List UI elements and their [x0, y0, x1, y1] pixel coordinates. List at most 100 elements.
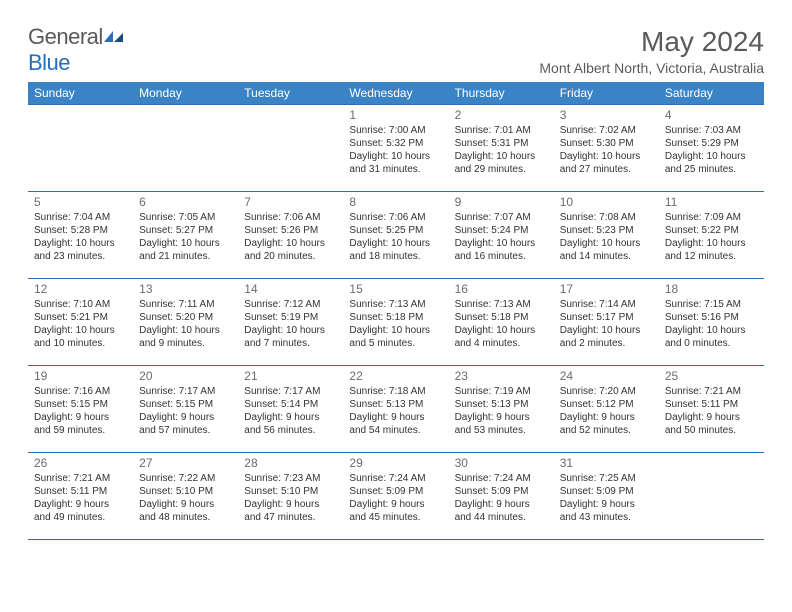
day-cell: 7 Sunrise: 7:06 AMSunset: 5:26 PMDaylight… — [238, 192, 343, 278]
day-number: 13 — [139, 282, 232, 296]
day-header-cell: Thursday — [449, 82, 554, 104]
day-details: Sunrise: 7:17 AMSunset: 5:15 PMDaylight:… — [139, 385, 232, 437]
weeks-container: 1Sunrise: 7:00 AMSunset: 5:32 PMDaylight… — [28, 104, 764, 540]
day-cell: 18 Sunrise: 7:15 AMSunset: 5:16 PMDayligh… — [659, 279, 764, 365]
day-cell: 13 Sunrise: 7:11 AMSunset: 5:20 PMDayligh… — [133, 279, 238, 365]
day-number: 19 — [34, 369, 127, 383]
day-details: Sunrise: 7:20 AMSunset: 5:12 PMDaylight:… — [560, 385, 653, 437]
brand-logo: GeneralBlue — [28, 18, 125, 76]
day-number: 29 — [349, 456, 442, 470]
month-title: May 2024 — [539, 28, 764, 56]
week-row: 5 Sunrise: 7:04 AMSunset: 5:28 PMDaylight… — [28, 192, 764, 279]
location-text: Mont Albert North, Victoria, Australia — [539, 60, 764, 76]
day-details: Sunrise: 7:13 AMSunset: 5:18 PMDaylight:… — [455, 298, 548, 350]
day-number: 16 — [455, 282, 548, 296]
brand-part1: General — [28, 24, 103, 49]
day-details: Sunrise: 7:02 AMSunset: 5:30 PMDaylight:… — [560, 124, 653, 176]
week-row: 12Sunrise: 7:10 AMSunset: 5:21 PMDayligh… — [28, 279, 764, 366]
day-header-row: SundayMondayTuesdayWednesdayThursdayFrid… — [28, 82, 764, 104]
day-number: 31 — [560, 456, 653, 470]
day-cell: 4Sunrise: 7:03 AMSunset: 5:29 PMDaylight… — [659, 105, 764, 191]
day-number: 8 — [349, 195, 442, 209]
calendar-grid: SundayMondayTuesdayWednesdayThursdayFrid… — [28, 82, 764, 540]
calendar-page: GeneralBlue May 2024 Mont Albert North, … — [0, 0, 792, 560]
day-cell: 24 Sunrise: 7:20 AMSunset: 5:12 PMDayligh… — [554, 366, 659, 452]
day-cell: 25 Sunrise: 7:21 AMSunset: 5:11 PMDayligh… — [659, 366, 764, 452]
day-details: Sunrise: 7:13 AMSunset: 5:18 PMDaylight:… — [349, 298, 442, 350]
day-cell: 14 Sunrise: 7:12 AMSunset: 5:19 PMDayligh… — [238, 279, 343, 365]
day-cell: 2 Sunrise: 7:01 AMSunset: 5:31 PMDaylight… — [449, 105, 554, 191]
week-row: 1Sunrise: 7:00 AMSunset: 5:32 PMDaylight… — [28, 104, 764, 192]
day-number: 7 — [244, 195, 337, 209]
day-number: 21 — [244, 369, 337, 383]
day-details: Sunrise: 7:21 AMSunset: 5:11 PMDaylight:… — [665, 385, 758, 437]
brand-part2: Blue — [28, 50, 70, 75]
day-cell: 6 Sunrise: 7:05 AMSunset: 5:27 PMDaylight… — [133, 192, 238, 278]
day-details: Sunrise: 7:18 AMSunset: 5:13 PMDaylight:… — [349, 385, 442, 437]
day-details: Sunrise: 7:14 AMSunset: 5:17 PMDaylight:… — [560, 298, 653, 350]
day-cell — [238, 105, 343, 191]
day-cell: 11Sunrise: 7:09 AMSunset: 5:22 PMDayligh… — [659, 192, 764, 278]
day-details: Sunrise: 7:07 AMSunset: 5:24 PMDaylight:… — [455, 211, 548, 263]
day-number: 30 — [455, 456, 548, 470]
day-cell — [133, 105, 238, 191]
brand-text: GeneralBlue — [28, 24, 125, 76]
day-number: 10 — [560, 195, 653, 209]
day-cell: 15 Sunrise: 7:13 AMSunset: 5:18 PMDayligh… — [343, 279, 448, 365]
day-cell: 20Sunrise: 7:17 AMSunset: 5:15 PMDayligh… — [133, 366, 238, 452]
day-details: Sunrise: 7:12 AMSunset: 5:19 PMDaylight:… — [244, 298, 337, 350]
day-details: Sunrise: 7:16 AMSunset: 5:15 PMDaylight:… — [34, 385, 127, 437]
day-details: Sunrise: 7:08 AMSunset: 5:23 PMDaylight:… — [560, 211, 653, 263]
day-number: 24 — [560, 369, 653, 383]
day-details: Sunrise: 7:04 AMSunset: 5:28 PMDaylight:… — [34, 211, 127, 263]
day-details: Sunrise: 7:19 AMSunset: 5:13 PMDaylight:… — [455, 385, 548, 437]
day-cell — [28, 105, 133, 191]
day-cell: 22 Sunrise: 7:18 AMSunset: 5:13 PMDayligh… — [343, 366, 448, 452]
day-number: 23 — [455, 369, 548, 383]
day-details: Sunrise: 7:06 AMSunset: 5:26 PMDaylight:… — [244, 211, 337, 263]
day-number: 14 — [244, 282, 337, 296]
day-cell: 17Sunrise: 7:14 AMSunset: 5:17 PMDayligh… — [554, 279, 659, 365]
day-header-cell: Friday — [554, 82, 659, 104]
day-details: Sunrise: 7:15 AMSunset: 5:16 PMDaylight:… — [665, 298, 758, 350]
day-cell: 28Sunrise: 7:23 AMSunset: 5:10 PMDayligh… — [238, 453, 343, 539]
day-details: Sunrise: 7:25 AMSunset: 5:09 PMDaylight:… — [560, 472, 653, 524]
day-cell: 27 Sunrise: 7:22 AMSunset: 5:10 PMDayligh… — [133, 453, 238, 539]
day-number: 22 — [349, 369, 442, 383]
day-details: Sunrise: 7:17 AMSunset: 5:14 PMDaylight:… — [244, 385, 337, 437]
day-details: Sunrise: 7:05 AMSunset: 5:27 PMDaylight:… — [139, 211, 232, 263]
day-number: 6 — [139, 195, 232, 209]
day-details: Sunrise: 7:03 AMSunset: 5:29 PMDaylight:… — [665, 124, 758, 176]
day-details: Sunrise: 7:10 AMSunset: 5:21 PMDaylight:… — [34, 298, 127, 350]
day-cell: 19 Sunrise: 7:16 AMSunset: 5:15 PMDayligh… — [28, 366, 133, 452]
day-details: Sunrise: 7:01 AMSunset: 5:31 PMDaylight:… — [455, 124, 548, 176]
day-details: Sunrise: 7:11 AMSunset: 5:20 PMDaylight:… — [139, 298, 232, 350]
day-details: Sunrise: 7:22 AMSunset: 5:10 PMDaylight:… — [139, 472, 232, 524]
day-number: 3 — [560, 108, 653, 122]
day-details: Sunrise: 7:24 AMSunset: 5:09 PMDaylight:… — [349, 472, 442, 524]
day-header-cell: Sunday — [28, 82, 133, 104]
day-cell: 23 Sunrise: 7:19 AMSunset: 5:13 PMDayligh… — [449, 366, 554, 452]
day-number: 11 — [665, 195, 758, 209]
day-header-cell: Monday — [133, 82, 238, 104]
day-number: 25 — [665, 369, 758, 383]
day-cell: 5 Sunrise: 7:04 AMSunset: 5:28 PMDaylight… — [28, 192, 133, 278]
brand-flag-icon — [103, 24, 125, 40]
day-number: 27 — [139, 456, 232, 470]
day-cell: 8Sunrise: 7:06 AMSunset: 5:25 PMDaylight… — [343, 192, 448, 278]
day-number: 1 — [349, 108, 442, 122]
day-details: Sunrise: 7:24 AMSunset: 5:09 PMDaylight:… — [455, 472, 548, 524]
title-block: May 2024 Mont Albert North, Victoria, Au… — [539, 28, 764, 76]
day-number: 15 — [349, 282, 442, 296]
day-cell: 31 Sunrise: 7:25 AMSunset: 5:09 PMDayligh… — [554, 453, 659, 539]
day-header-cell: Wednesday — [343, 82, 448, 104]
day-number: 5 — [34, 195, 127, 209]
day-header-cell: Tuesday — [238, 82, 343, 104]
day-number: 18 — [665, 282, 758, 296]
day-number: 2 — [455, 108, 548, 122]
page-header: GeneralBlue May 2024 Mont Albert North, … — [28, 18, 764, 76]
day-header-cell: Saturday — [659, 82, 764, 104]
day-details: Sunrise: 7:21 AMSunset: 5:11 PMDaylight:… — [34, 472, 127, 524]
day-cell: 3 Sunrise: 7:02 AMSunset: 5:30 PMDaylight… — [554, 105, 659, 191]
day-cell: 9Sunrise: 7:07 AMSunset: 5:24 PMDaylight… — [449, 192, 554, 278]
